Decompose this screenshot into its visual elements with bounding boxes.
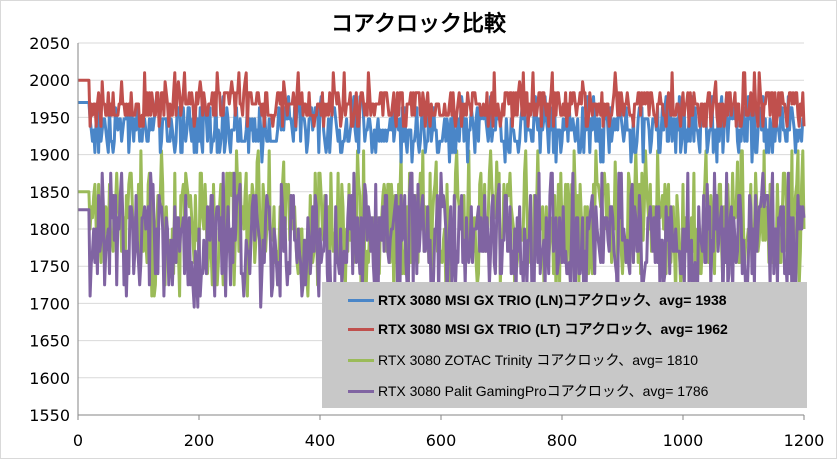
axes	[77, 43, 805, 420]
chart-title: コアクロック比較	[331, 12, 506, 37]
legend-swatch-lt	[348, 328, 374, 331]
y-tick-label: 2050	[29, 34, 70, 53]
series-line-3	[77, 171, 806, 309]
y-tick-label: 1600	[29, 369, 70, 388]
y-tick-label: 1950	[29, 108, 70, 127]
legend-label-ln: RTX 3080 MSI GX TRIO (LN)コアクロック、avg= 193…	[378, 292, 727, 308]
y-tick-label: 1550	[29, 406, 70, 425]
legend-swatch-ln	[348, 299, 374, 302]
y-tick-label: 2000	[29, 71, 70, 90]
series-line-0	[77, 95, 805, 164]
legend-item-lt: RTX 3080 MSI GX TRIO (LT) コアクロック、avg= 19…	[322, 315, 807, 341]
x-tick-label: 400	[305, 431, 336, 450]
x-tick-label: 800	[547, 431, 578, 450]
legend-label-palit: RTX 3080 Palit GamingProコアクロック、avg= 1786	[378, 383, 709, 399]
legend-item-zotac: RTX 3080 ZOTAC Trinity コアクロック、avg= 1810	[322, 346, 807, 372]
x-tick-label: 1200	[784, 431, 825, 450]
y-tick-labels: 2050 2000 1950 1900 1850 1800 1750 1700 1650 1600…	[29, 34, 70, 425]
legend: RTX 3080 MSI GX TRIO (LN)コアクロック、avg= 193…	[322, 282, 807, 408]
x-tick-label: 0	[73, 431, 83, 450]
legend-label-lt: RTX 3080 MSI GX TRIO (LT) コアクロック、avg= 19…	[378, 321, 728, 337]
x-tick-label: 200	[184, 431, 215, 450]
y-tick-label: 1850	[29, 183, 70, 202]
x-tick-label: 600	[426, 431, 457, 450]
y-tick-label: 1750	[29, 257, 70, 276]
legend-label-zotac: RTX 3080 ZOTAC Trinity コアクロック、avg= 1810	[378, 352, 699, 368]
series-lines	[77, 71, 806, 309]
y-tick-label: 1800	[29, 220, 70, 239]
x-tick-label: 1000	[663, 431, 704, 450]
y-tick-label: 1700	[29, 294, 70, 313]
series-line-1	[77, 71, 806, 128]
y-tick-label: 1650	[29, 332, 70, 351]
x-tick-labels: 0 200 400 600 800 1000 1200	[73, 431, 824, 450]
legend-item-ln: RTX 3080 MSI GX TRIO (LN)コアクロック、avg= 193…	[322, 286, 807, 312]
y-tick-label: 1900	[29, 146, 70, 165]
legend-item-palit: RTX 3080 Palit GamingProコアクロック、avg= 1786	[322, 377, 807, 403]
legend-swatch-palit	[348, 390, 374, 393]
legend-swatch-zotac	[348, 359, 374, 362]
